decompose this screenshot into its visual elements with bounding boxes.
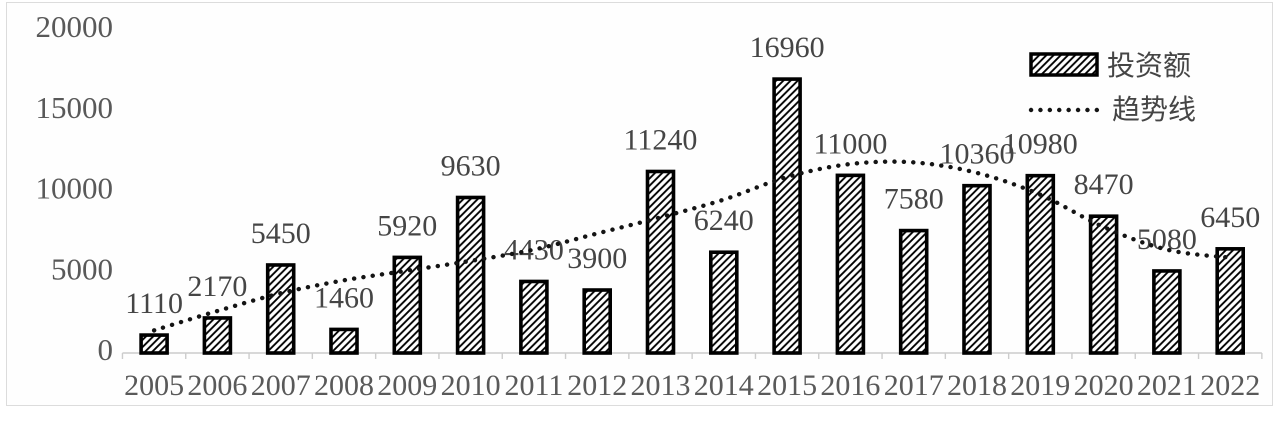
bar-data-label: 11240 xyxy=(624,123,698,156)
x-axis-category-label: 2009 xyxy=(377,369,437,402)
bar-2022 xyxy=(1215,247,1245,355)
trend-line xyxy=(151,159,1233,333)
y-axis-tick-label: 15000 xyxy=(36,90,114,125)
legend-trend-label: 趋势线 xyxy=(1112,94,1196,126)
legend-bar-label: 投资额 xyxy=(1107,50,1191,82)
bar-2009 xyxy=(392,255,423,355)
x-axis-category-label: 2005 xyxy=(124,369,184,402)
bar-2014 xyxy=(708,250,739,355)
x-axis-category-label: 2018 xyxy=(947,369,1007,402)
y-axis-tick-label: 0 xyxy=(98,332,114,367)
x-axis-category-label: 2022 xyxy=(1200,369,1260,402)
legend-bar-swatch xyxy=(1029,52,1099,77)
bar-data-label: 1460 xyxy=(314,281,374,314)
x-axis-category-label: 2013 xyxy=(631,369,691,402)
bar-data-label: 10980 xyxy=(1003,128,1078,161)
x-axis-category-label: 2006 xyxy=(187,369,247,402)
bar-data-label: 4430 xyxy=(504,233,564,266)
bar-2005 xyxy=(139,333,169,355)
bar-data-label: 5080 xyxy=(1137,223,1197,256)
bar-2019 xyxy=(1025,173,1056,355)
bar-data-label: 6450 xyxy=(1200,201,1260,234)
x-axis-category-label: 2007 xyxy=(251,369,311,402)
bar-data-label: 5920 xyxy=(377,209,437,242)
x-axis-category-label: 2010 xyxy=(441,369,501,402)
x-axis-category-label: 2016 xyxy=(820,369,880,402)
bar-data-label: 7580 xyxy=(884,183,944,216)
bar-2018 xyxy=(962,183,992,355)
bar-2016 xyxy=(835,173,866,355)
bar-2012 xyxy=(582,288,613,355)
bar-data-label: 1110 xyxy=(125,287,183,320)
bar-data-label: 6240 xyxy=(694,204,754,237)
bar-data-label: 8470 xyxy=(1074,168,1134,201)
bar-data-label: 11000 xyxy=(813,127,887,160)
bar-2021 xyxy=(1152,269,1182,355)
bar-2011 xyxy=(519,279,549,355)
y-axis-tick-label: 10000 xyxy=(36,171,114,206)
bar-2015 xyxy=(772,77,802,355)
bar-2008 xyxy=(329,327,359,355)
x-axis-category-label: 2014 xyxy=(694,369,754,402)
x-axis-category-label: 2020 xyxy=(1074,369,1134,402)
x-axis-category-label: 2019 xyxy=(1010,369,1070,402)
bar-2007 xyxy=(265,263,296,355)
bar-2010 xyxy=(455,195,486,355)
x-axis-category-label: 2021 xyxy=(1137,369,1197,402)
bar-data-label: 10360 xyxy=(940,138,1015,171)
bar-data-label: 3900 xyxy=(567,242,627,275)
x-axis-category-label: 2011 xyxy=(504,369,563,402)
x-axis-category-label: 2017 xyxy=(884,369,944,402)
bar-data-label: 5450 xyxy=(251,217,311,250)
bar-2013 xyxy=(645,169,676,355)
bar-data-label: 9630 xyxy=(441,149,501,182)
y-axis-tick-label: 20000 xyxy=(36,9,114,44)
x-axis-category-label: 2008 xyxy=(314,369,374,402)
bar-data-label: 2170 xyxy=(187,270,247,303)
bar-2020 xyxy=(1088,214,1119,355)
x-axis-category-label: 2012 xyxy=(567,369,627,402)
bar-data-label: 16960 xyxy=(750,31,825,64)
bar-2006 xyxy=(202,316,233,355)
y-axis-tick-label: 5000 xyxy=(51,251,113,286)
x-axis-category-label: 2015 xyxy=(757,369,817,402)
bar-2017 xyxy=(898,228,929,355)
